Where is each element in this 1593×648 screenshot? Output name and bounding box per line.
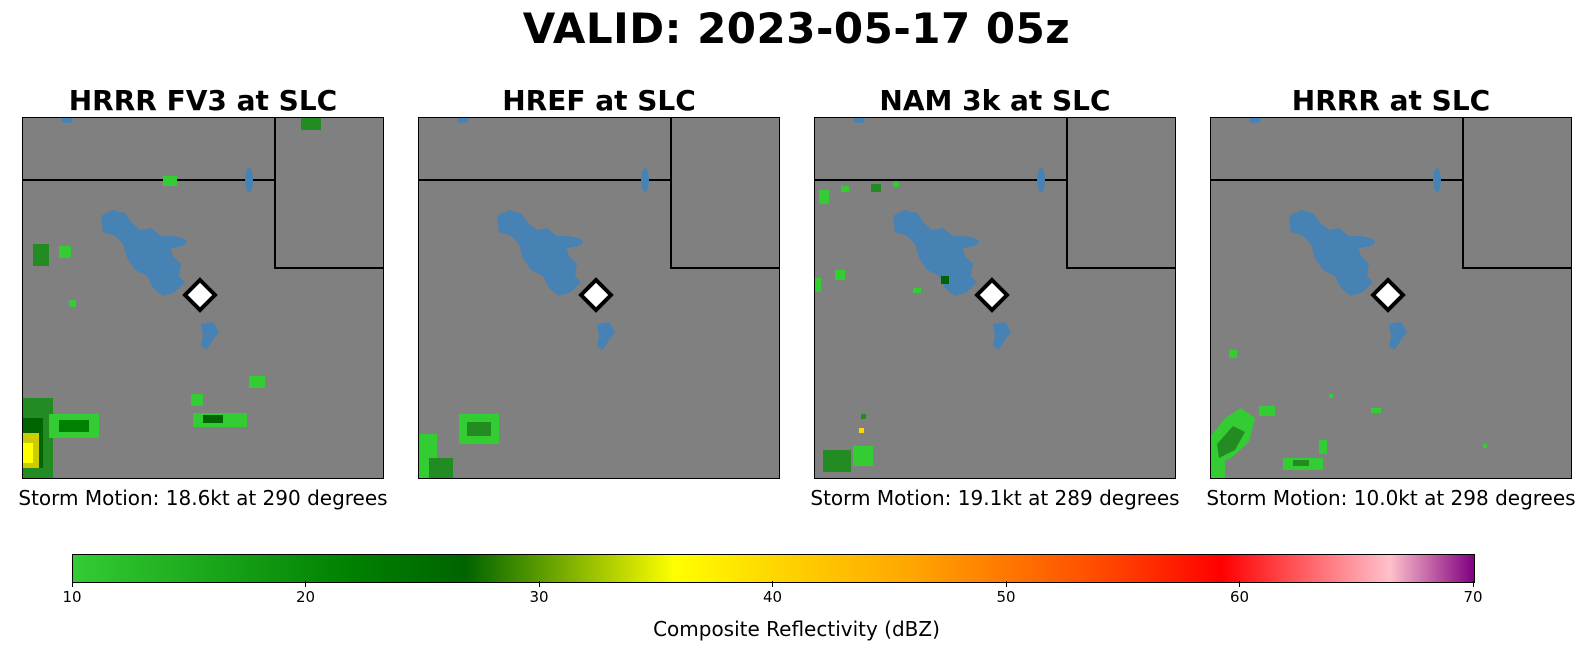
water-bodies: [457, 118, 649, 350]
panel-title: HRRR at SLC: [1291, 84, 1491, 117]
colorbar-tick-label: 20: [295, 588, 316, 606]
reflectivity-map: [418, 117, 780, 479]
storm-motion-text: Storm Motion: 19.1kt at 289 degrees: [810, 486, 1180, 510]
colorbar-tick: [772, 581, 773, 587]
state-borders: [23, 118, 383, 269]
state-borders: [815, 118, 1175, 269]
colorbar-tick-label: 60: [1229, 588, 1250, 606]
water-bodies: [61, 118, 253, 350]
colorbar-tick: [305, 581, 306, 587]
diamond-marker-icon: [974, 277, 1010, 313]
panel-title: HREF at SLC: [502, 84, 696, 117]
water-bodies: [853, 118, 1045, 350]
diamond-marker-icon: [182, 277, 218, 313]
colorbar-tick-label: 40: [762, 588, 783, 606]
reflectivity-echoes: [1211, 350, 1487, 478]
colorbar-tick: [1239, 581, 1240, 587]
reflectivity-colorbar: [72, 554, 1475, 583]
colorbar-tick-label: 10: [62, 588, 82, 606]
colorbar-tick-label: 70: [1463, 588, 1483, 606]
colorbar-tick: [1005, 581, 1007, 587]
panel-title: NAM 3k at SLC: [879, 84, 1111, 117]
reflectivity-map: [814, 117, 1176, 479]
colorbar-tick: [538, 581, 540, 587]
colorbar-tick: [71, 581, 73, 587]
colorbar-tick: [1472, 581, 1474, 587]
reflectivity-echoes: [23, 118, 321, 478]
storm-motion-text: Storm Motion: 10.0kt at 298 degrees: [1206, 486, 1576, 510]
panel-title: HRRR FV3 at SLC: [68, 84, 338, 117]
colorbar-label: Composite Reflectivity (dBZ): [653, 617, 940, 641]
storm-motion-text: Storm Motion: 18.6kt at 290 degrees: [18, 486, 388, 510]
state-borders: [1211, 118, 1571, 269]
reflectivity-echoes: [815, 182, 949, 472]
page-title: VALID: 2023-05-17 05z: [522, 4, 1071, 53]
reflectivity-map: [22, 117, 384, 479]
diamond-marker-icon: [578, 277, 614, 313]
colorbar-tick-label: 50: [996, 588, 1016, 606]
colorbar-tick-label: 30: [529, 588, 549, 606]
reflectivity-map: [1210, 117, 1572, 479]
water-bodies: [1249, 118, 1441, 350]
diamond-marker-icon: [1370, 277, 1406, 313]
state-borders: [419, 118, 779, 269]
reflectivity-echoes: [419, 414, 499, 478]
